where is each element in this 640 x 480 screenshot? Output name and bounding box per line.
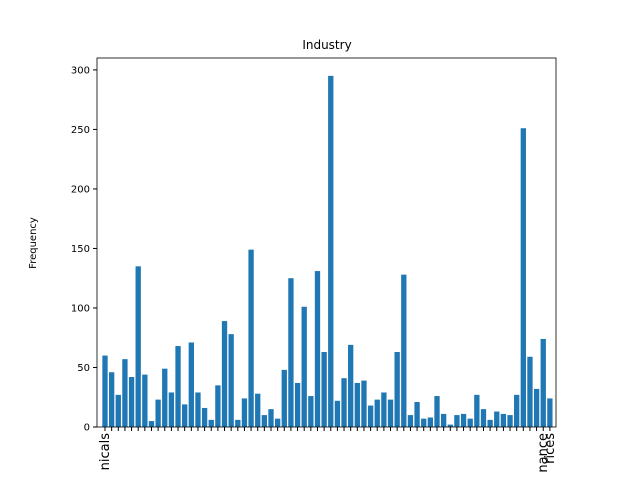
- bar: [175, 346, 181, 427]
- y-tick-label: 50: [77, 363, 90, 374]
- bar: [447, 424, 453, 427]
- bar: [142, 374, 148, 427]
- bar: [268, 409, 274, 427]
- x-tick-label: nicals: [98, 433, 113, 471]
- bar: [294, 382, 301, 427]
- bar: [288, 278, 294, 427]
- y-tick-label: 150: [71, 244, 90, 255]
- bar: [414, 402, 420, 427]
- bar: [487, 419, 493, 427]
- bar: [394, 352, 400, 427]
- bar: [201, 407, 208, 427]
- bar: [341, 378, 347, 427]
- bar: [301, 306, 307, 427]
- bar: [221, 321, 228, 427]
- bar: [334, 400, 341, 427]
- bar: [241, 398, 248, 427]
- bar: [547, 398, 553, 427]
- bar: [440, 413, 447, 427]
- bar: [235, 419, 241, 427]
- bar: [500, 413, 507, 427]
- y-tick-label: 250: [71, 125, 90, 136]
- bar: [407, 415, 414, 427]
- bar: [494, 411, 500, 427]
- bar: [228, 334, 234, 427]
- bar: [108, 372, 115, 427]
- bar: [507, 415, 513, 427]
- bar: [520, 128, 526, 427]
- bar: [474, 394, 480, 427]
- bar: [421, 418, 427, 427]
- y-tick-label: 100: [71, 303, 90, 314]
- bar: [401, 274, 407, 427]
- bar: [115, 394, 121, 427]
- bar: [427, 417, 434, 427]
- bar: [182, 404, 188, 427]
- bar: [274, 418, 281, 427]
- bar: [308, 396, 314, 427]
- bar: [168, 392, 175, 427]
- bar: [381, 392, 387, 427]
- bar: [434, 396, 440, 427]
- bar: [255, 393, 261, 427]
- bar: [367, 405, 374, 427]
- bar: [328, 75, 334, 428]
- bar: [540, 338, 546, 427]
- y-tick-label: 0: [84, 423, 90, 434]
- chart-title: Industry: [302, 38, 351, 52]
- bar: [208, 419, 214, 427]
- bar: [321, 352, 327, 427]
- bar: [215, 385, 221, 427]
- bar: [467, 418, 473, 427]
- bar: [248, 249, 254, 427]
- y-tick-label: 200: [71, 184, 90, 195]
- bar: [454, 415, 460, 427]
- plot-frame: [96, 57, 557, 428]
- bar: [387, 399, 394, 427]
- bar: [354, 382, 360, 427]
- bar: [162, 368, 168, 427]
- bar: [374, 399, 380, 427]
- bar: [122, 359, 128, 427]
- y-axis-label: Frequency: [28, 217, 39, 269]
- bar: [314, 271, 321, 427]
- bar: [480, 409, 487, 427]
- y-tick-label: 300: [71, 65, 90, 76]
- bar: [514, 394, 520, 427]
- bar: [527, 356, 533, 427]
- bar: [261, 415, 268, 427]
- x-tick-label: nance: [536, 433, 551, 473]
- bar: [195, 392, 201, 427]
- bar: [281, 369, 287, 427]
- bar: [128, 377, 135, 427]
- bar: [155, 399, 161, 427]
- bar: [460, 413, 467, 427]
- bar: [348, 344, 354, 427]
- bar: [135, 266, 141, 427]
- bar: [188, 342, 194, 427]
- bar: [533, 388, 540, 427]
- bar: [361, 380, 367, 427]
- bar: [148, 421, 155, 427]
- x-tick-label: rices: [543, 433, 558, 464]
- bar: [102, 355, 108, 427]
